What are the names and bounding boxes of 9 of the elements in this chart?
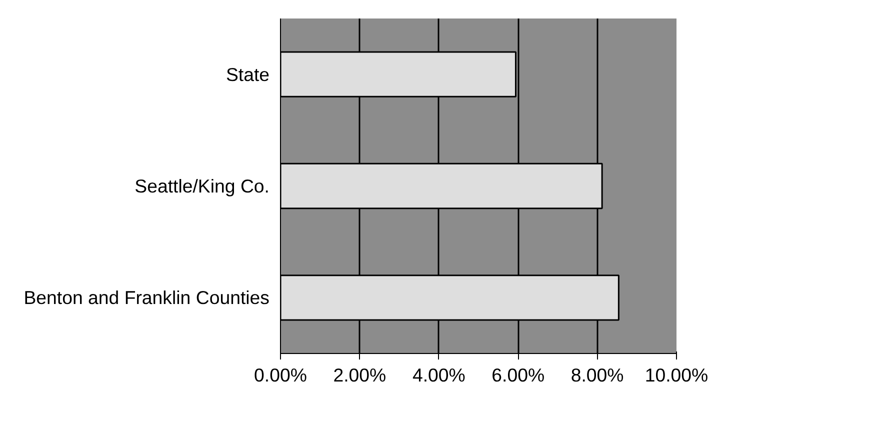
- y-tick-label: State: [226, 64, 270, 85]
- x-tick-label: 8.00%: [570, 364, 624, 386]
- x-tick-label: 10.00%: [644, 364, 708, 386]
- x-tick-label: 2.00%: [333, 364, 386, 386]
- y-tick-label: Benton and Franklin Counties: [24, 287, 270, 308]
- x-tick-label: 0.00%: [254, 364, 307, 386]
- x-tick-label: 6.00%: [492, 364, 545, 386]
- x-tick-label: 4.00%: [412, 364, 466, 386]
- y-tick-label: Seattle/King Co.: [134, 176, 270, 196]
